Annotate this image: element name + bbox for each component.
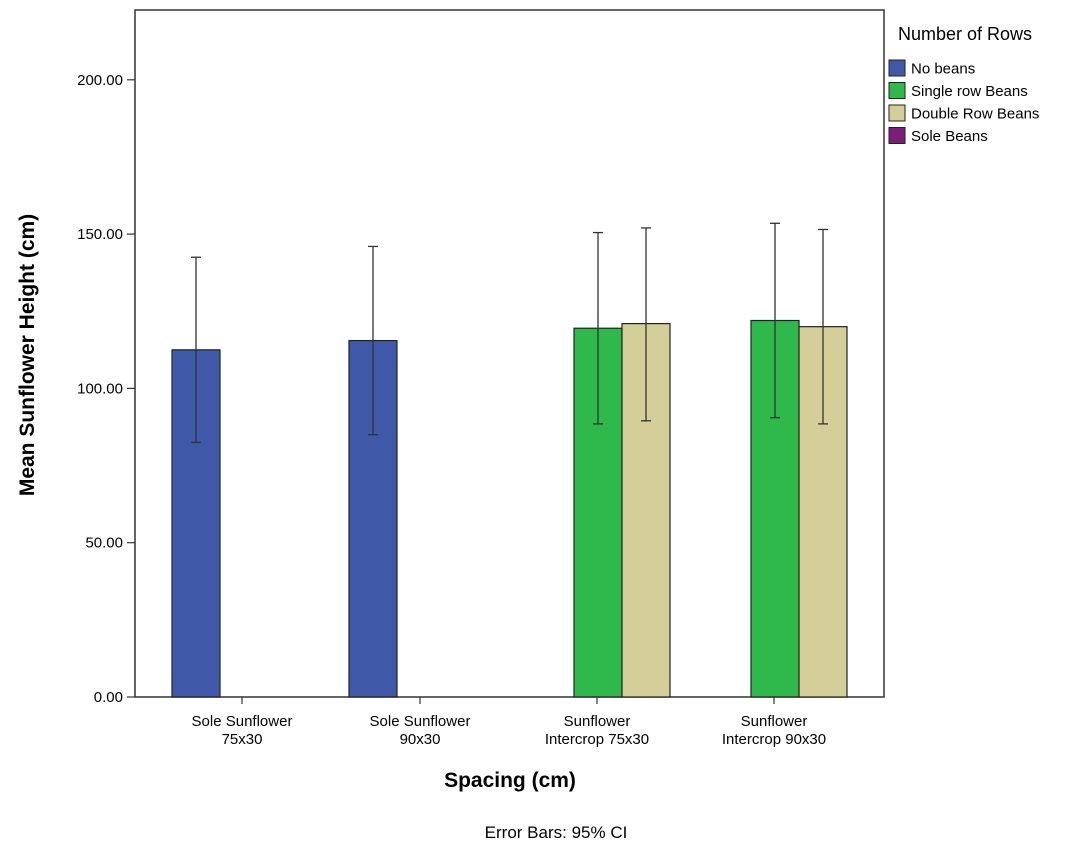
y-axis-title: Mean Sunflower Height (cm) xyxy=(16,214,39,496)
y-tick-label: 150.00 xyxy=(77,226,123,243)
legend-label: Single row Beans xyxy=(911,83,1028,100)
legend-swatch xyxy=(888,82,906,99)
legend-label: Sole Beans xyxy=(911,128,988,145)
x-tick-label: 90x30 xyxy=(400,731,441,748)
legend-title: Number of Rows xyxy=(898,24,1032,44)
x-tick-label: Sunflower xyxy=(564,713,631,730)
error-bar xyxy=(641,227,651,422)
legend-swatch xyxy=(888,127,906,144)
bar-no-beans xyxy=(171,349,221,698)
error-bars xyxy=(191,222,828,444)
x-tick-label: 75x30 xyxy=(222,731,263,748)
legend-swatch xyxy=(888,59,906,77)
y-tick-label: 100.00 xyxy=(77,380,123,397)
x-tick-label: Sunflower xyxy=(741,713,808,730)
x-tick-label: Intercrop 75x30 xyxy=(545,731,649,748)
error-bar xyxy=(593,231,603,425)
x-tick-label: Sole Sunflower xyxy=(192,713,293,730)
x-tick-label: Intercrop 90x30 xyxy=(722,731,826,748)
y-tick-label: 0.00 xyxy=(94,689,123,706)
error-bar xyxy=(368,245,378,436)
x-tick-label: Sole Sunflower xyxy=(370,713,471,730)
error-bar xyxy=(770,222,780,419)
x-axis-title: Spacing (cm) xyxy=(444,769,576,792)
bars xyxy=(171,319,848,698)
y-axis: 0.00 50.00 100.00 150.00 200.00 xyxy=(77,72,135,706)
legend-label: Double Row Beans xyxy=(911,106,1039,123)
error-bar xyxy=(191,256,201,444)
legend: No beans Single row Beans Double Row Beans… xyxy=(888,59,1039,145)
error-bars-footnote: Error Bars: 95% CI xyxy=(485,823,628,842)
error-bar xyxy=(818,228,828,425)
y-tick-label: 50.00 xyxy=(85,535,123,552)
legend-swatch xyxy=(888,104,906,122)
legend-label: No beans xyxy=(911,61,975,78)
y-tick-label: 200.00 xyxy=(77,72,123,89)
